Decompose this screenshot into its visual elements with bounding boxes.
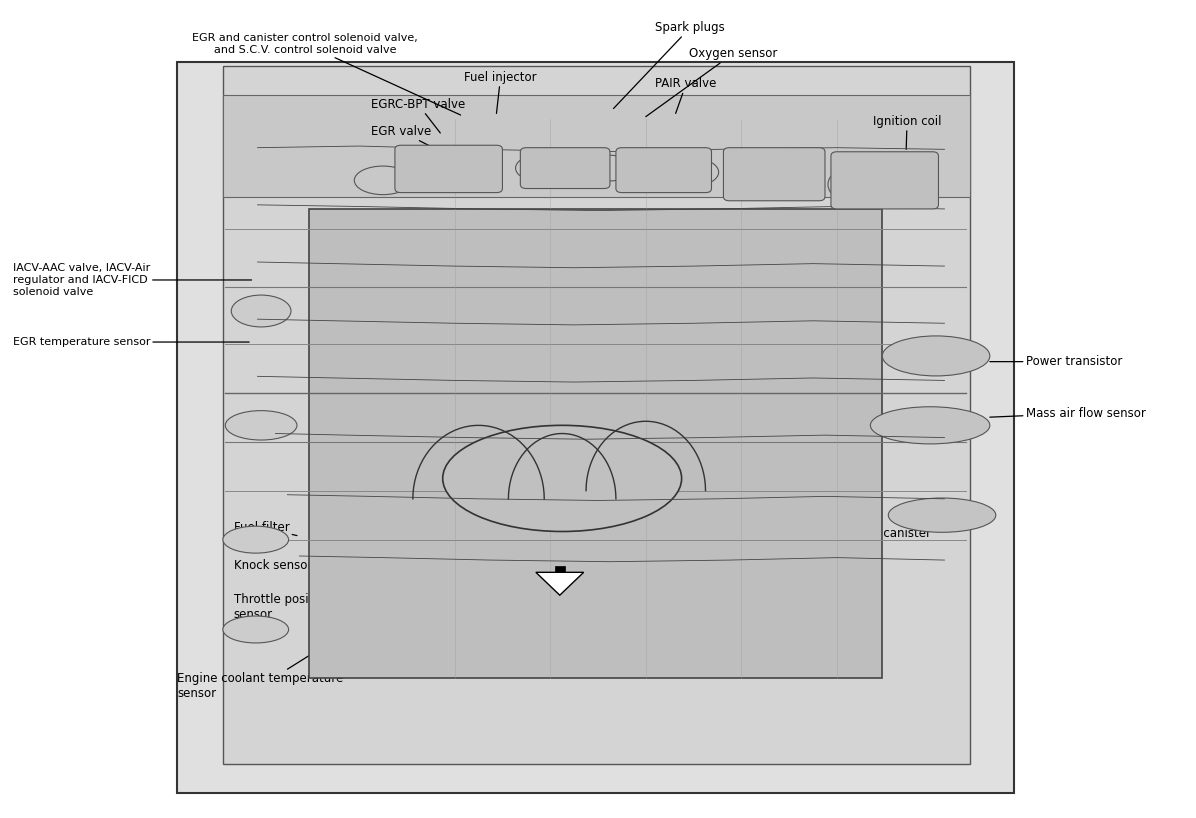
Bar: [309, 209, 883, 678]
Polygon shape: [536, 573, 584, 596]
Ellipse shape: [871, 407, 990, 444]
Ellipse shape: [443, 425, 682, 532]
FancyBboxPatch shape: [831, 152, 939, 209]
Text: PAIR valve: PAIR valve: [655, 78, 716, 114]
Ellipse shape: [587, 155, 633, 181]
Ellipse shape: [225, 411, 297, 440]
Text: Fuel injector: Fuel injector: [464, 71, 537, 114]
Text: Engine coolant temperature
sensor: Engine coolant temperature sensor: [177, 640, 343, 700]
Text: Throttle position
sensor: Throttle position sensor: [233, 592, 341, 621]
FancyBboxPatch shape: [395, 146, 502, 192]
Bar: [177, 62, 1014, 793]
Text: IACV-AAC valve, IACV-Air
regulator and IACV-FICD
solenoid valve: IACV-AAC valve, IACV-Air regulator and I…: [13, 263, 251, 297]
Text: EGR temperature sensor: EGR temperature sensor: [13, 337, 249, 347]
Bar: [222, 66, 970, 764]
Ellipse shape: [515, 155, 561, 181]
Bar: [222, 95, 970, 196]
FancyBboxPatch shape: [520, 148, 610, 188]
Text: Power transistor: Power transistor: [990, 355, 1122, 368]
Ellipse shape: [354, 166, 411, 195]
Text: Front: Front: [543, 604, 576, 616]
Text: EGRC-BPT valve: EGRC-BPT valve: [371, 98, 465, 133]
Ellipse shape: [828, 164, 893, 204]
Text: Mass air flow sensor: Mass air flow sensor: [990, 407, 1146, 420]
Text: PAIRC-solenoid valve: PAIRC-solenoid valve: [715, 581, 838, 602]
Ellipse shape: [889, 498, 996, 533]
Ellipse shape: [231, 295, 291, 327]
Ellipse shape: [669, 159, 719, 186]
Ellipse shape: [222, 616, 288, 643]
Text: EGR valve: EGR valve: [371, 125, 433, 148]
FancyBboxPatch shape: [616, 148, 712, 192]
Ellipse shape: [443, 159, 490, 186]
Text: Distributor with crankshaft position sensor: Distributor with crankshaft position sen…: [548, 615, 800, 648]
Text: Knock sensor: Knock sensor: [233, 560, 335, 573]
Text: Oxygen sensor: Oxygen sensor: [646, 47, 777, 117]
Text: Spark plugs: Spark plugs: [614, 21, 725, 109]
Ellipse shape: [222, 526, 288, 553]
Text: EGR and canister control solenoid valve,
and S.C.V. control solenoid valve: EGR and canister control solenoid valve,…: [193, 34, 460, 115]
Ellipse shape: [744, 160, 810, 193]
Bar: [555, 566, 565, 583]
Text: Carbon canister: Carbon canister: [837, 517, 930, 540]
Text: Fuel filter: Fuel filter: [233, 521, 297, 536]
Text: Ignition coil: Ignition coil: [873, 115, 941, 150]
Ellipse shape: [883, 336, 990, 376]
FancyBboxPatch shape: [724, 148, 825, 200]
